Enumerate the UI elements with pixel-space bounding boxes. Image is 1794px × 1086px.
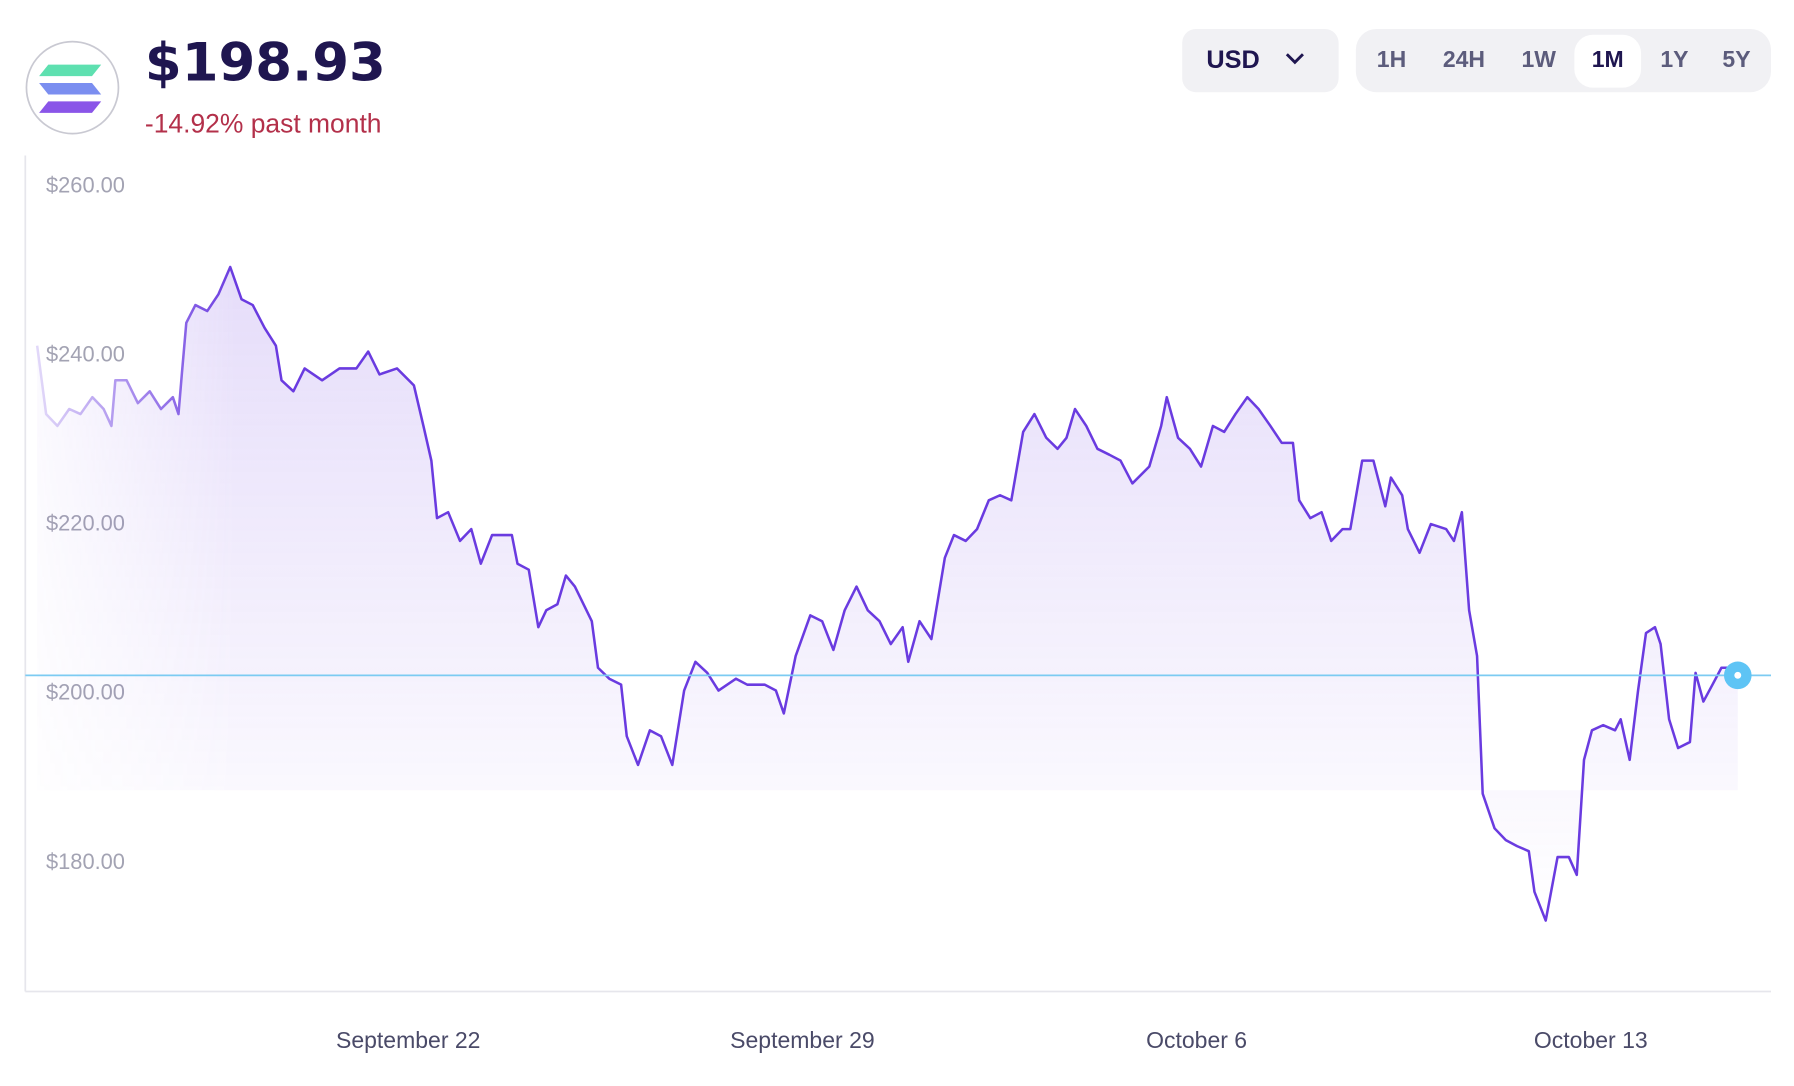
x-tick-label: October 6 <box>1146 1027 1247 1053</box>
y-tick-label: $260.00 <box>46 172 125 197</box>
range-button[interactable]: 1H <box>1377 46 1406 72</box>
range-buttons: 1H 24H 1W 1M 1Y 5Y <box>1377 34 1751 88</box>
range-button[interactable]: 1Y <box>1660 46 1688 72</box>
plot: $180.00$200.00$220.00$240.00$260.00Septe… <box>25 172 1771 1053</box>
currency-label[interactable]: USD <box>1206 46 1259 74</box>
range-button[interactable]: 1M <box>1592 46 1624 72</box>
active-range-bg <box>1574 34 1642 88</box>
y-tick-label: $180.00 <box>46 849 125 874</box>
x-tick-label: September 29 <box>730 1027 874 1053</box>
area <box>37 267 1738 921</box>
currency-select[interactable]: USD <box>1182 28 1339 93</box>
price-line <box>35 265 1739 922</box>
current-point-dot <box>1734 671 1742 679</box>
range-selector <box>1355 28 1771 93</box>
range-button[interactable]: 5Y <box>1722 46 1750 72</box>
chevron <box>1285 53 1304 65</box>
y-tick-label: $240.00 <box>46 342 125 367</box>
logo <box>25 40 120 135</box>
currency-button[interactable] <box>1182 28 1339 93</box>
range-button[interactable]: 24H <box>1443 46 1485 72</box>
price: $198.93 <box>145 32 386 93</box>
range-button[interactable]: 1W <box>1521 46 1556 72</box>
x-tick-label: September 22 <box>336 1027 480 1053</box>
price-change: -14.92% past month <box>145 109 382 139</box>
series <box>35 265 1739 922</box>
x-tick-label: October 13 <box>1534 1027 1648 1053</box>
